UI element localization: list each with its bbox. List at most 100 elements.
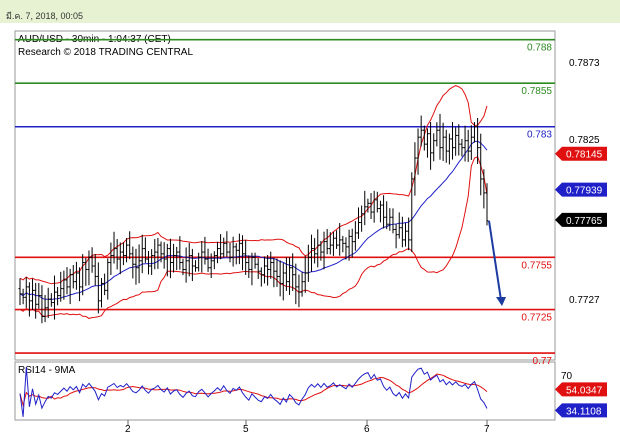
price-bar — [37, 282, 41, 309]
price-bar — [112, 231, 116, 264]
price-bar — [125, 237, 129, 263]
price-bar — [344, 237, 348, 260]
price-bar — [366, 198, 370, 213]
price-bar — [96, 262, 100, 314]
price-bar — [253, 252, 257, 269]
price-bar — [203, 236, 207, 265]
price-bar — [231, 236, 235, 267]
x-tick-label: 2 — [125, 424, 131, 435]
price-bar — [476, 117, 480, 164]
price-bar — [485, 183, 489, 226]
price-bar — [347, 229, 351, 261]
price-bar — [118, 242, 122, 275]
price-bar — [93, 254, 97, 286]
price-bar — [24, 277, 28, 308]
level-label: 0.7725 — [521, 313, 552, 324]
price-bar — [209, 253, 213, 279]
price-bar — [356, 207, 360, 239]
price-bar — [410, 172, 414, 253]
price-bar — [275, 258, 279, 287]
price-bar — [103, 273, 107, 296]
price-bar — [78, 267, 82, 302]
price-bar — [378, 200, 382, 223]
price-bar — [372, 190, 376, 223]
price-badge: 0.77765 — [555, 212, 607, 227]
price-bar — [31, 278, 35, 311]
price-bar — [325, 228, 329, 255]
price-bar — [106, 258, 110, 300]
price-bar — [40, 285, 44, 324]
price-bar — [278, 260, 282, 297]
price-bar — [407, 217, 411, 251]
price-bar — [432, 133, 436, 162]
price-bar — [187, 242, 191, 277]
price-bar — [419, 115, 423, 147]
x-tick-label: 6 — [364, 424, 370, 435]
price-bar — [306, 244, 310, 282]
date-bar: มี.ค. 7, 2018, 00:05 — [0, 0, 620, 23]
projection-arrow-head — [496, 297, 506, 307]
price-bar — [128, 231, 132, 260]
price-bar — [363, 190, 367, 226]
price-bar — [156, 237, 160, 269]
y-tick-label: 0.7825 — [569, 135, 600, 146]
price-bar — [375, 191, 379, 213]
price-bar — [281, 263, 285, 301]
price-bar — [262, 256, 266, 284]
price-bar — [131, 246, 135, 279]
price-bar — [331, 231, 335, 256]
price-bar — [479, 133, 483, 196]
price-bar — [165, 243, 169, 277]
price-bar — [150, 249, 154, 275]
price-bar — [385, 201, 389, 230]
price-bar — [353, 221, 357, 251]
price-badge: 0.77939 — [555, 182, 607, 197]
price-bar — [162, 242, 166, 269]
y-tick-label: 0.7727 — [569, 295, 600, 306]
chart-subtitle: Research © 2018 TRADING CENTRAL — [18, 47, 193, 58]
price-bar — [438, 113, 442, 160]
price-bar — [469, 125, 473, 160]
price-bar — [447, 133, 451, 165]
price-bar — [291, 253, 295, 291]
bollinger-upper-line — [19, 85, 488, 285]
price-bar — [388, 208, 392, 231]
price-bar — [394, 224, 398, 249]
price-bar — [74, 261, 78, 290]
price-bar — [27, 282, 31, 317]
price-bar — [90, 247, 94, 273]
price-bar — [147, 251, 151, 275]
price-bar — [250, 252, 254, 286]
price-bar — [87, 250, 91, 286]
price-bar — [62, 270, 66, 300]
price-badge-bg — [555, 182, 607, 197]
price-bar — [237, 233, 241, 265]
price-bar — [234, 243, 238, 265]
price-bar — [181, 258, 185, 276]
price-bar — [391, 208, 395, 234]
rsi-y-tick-label: 70 — [561, 371, 573, 382]
price-badge-bg — [555, 212, 607, 227]
price-bar — [159, 241, 163, 263]
price-bar — [241, 235, 245, 271]
price-bar — [215, 241, 219, 264]
price-bar — [178, 236, 182, 270]
price-bar — [466, 129, 470, 162]
price-bar — [335, 230, 339, 249]
price-bar — [121, 242, 125, 266]
price-bar — [21, 288, 25, 305]
price-bar — [425, 128, 429, 158]
projection-arrow-line — [488, 220, 502, 301]
price-bar — [341, 235, 345, 253]
price-bar — [225, 231, 229, 257]
price-bar — [303, 255, 307, 293]
price-badge-bg — [555, 146, 607, 161]
price-bar — [140, 234, 144, 274]
price-bar — [422, 125, 426, 151]
price-bar — [49, 293, 53, 307]
level-label: 0.77 — [533, 356, 553, 367]
price-bar — [297, 274, 301, 308]
price-bar — [18, 278, 22, 306]
price-bar — [143, 237, 147, 263]
